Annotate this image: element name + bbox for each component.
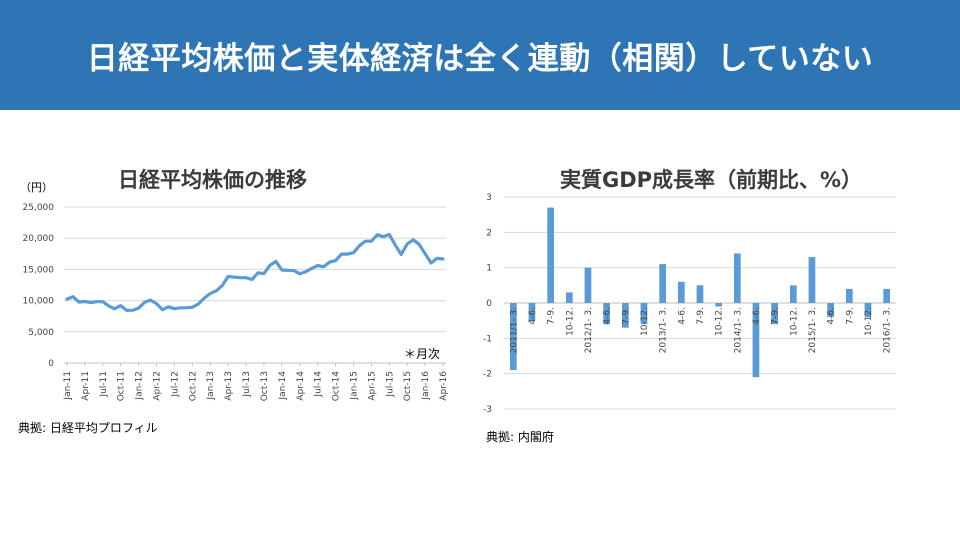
x-category-label: 4-6. xyxy=(752,307,762,325)
bar xyxy=(547,207,554,303)
bar xyxy=(790,285,797,303)
y-tick-label: 0 xyxy=(486,299,492,309)
x-category-label: 2016/1- 3. xyxy=(883,307,893,353)
y-tick-label: 25,000 xyxy=(23,203,55,213)
x-tick-label: Oct-13 xyxy=(260,371,270,401)
bar xyxy=(771,303,778,325)
bar xyxy=(640,303,648,325)
x-category-label: 10-12. xyxy=(640,307,650,336)
y-tick-label: 15,000 xyxy=(23,265,55,275)
bar xyxy=(566,292,573,303)
bar xyxy=(510,303,517,371)
right-chart-title: 実質GDP成長率（前期比、%） xyxy=(560,168,863,192)
x-tick-label: Jan-16 xyxy=(421,371,431,401)
bar xyxy=(603,303,610,325)
x-tick-label: Apr-15 xyxy=(367,371,377,401)
x-category-label: 7-9. xyxy=(621,307,631,325)
y-tick-label: 10,000 xyxy=(23,297,55,307)
x-tick-label: Jul-11 xyxy=(99,371,109,398)
x-tick-label: Jan-12 xyxy=(135,371,145,401)
x-tick-label: Oct-11 xyxy=(117,371,127,401)
x-category-label: 2012/1- 3. xyxy=(584,307,594,353)
y-tick-label: 5,000 xyxy=(28,328,54,338)
bar xyxy=(622,303,629,328)
left-chart-note: ＊月次 xyxy=(404,347,441,361)
x-tick-label: Oct-15 xyxy=(403,371,413,401)
y-tick-label: 1 xyxy=(486,264,492,274)
title-banner: 日経平均株価と実体経済は全く連動（相関）していない xyxy=(0,0,960,110)
bar xyxy=(696,285,704,303)
x-category-label: 10-12. xyxy=(864,307,874,336)
slide-title: 日経平均株価と実体経済は全く連動（相関）していない xyxy=(86,41,874,77)
x-category-label: 4-6. xyxy=(827,307,837,325)
series-line xyxy=(65,232,445,312)
bar xyxy=(864,303,872,318)
y-tick-label: 20,000 xyxy=(23,234,55,244)
bar xyxy=(734,253,741,303)
x-tick-label: Apr-14 xyxy=(296,371,306,401)
x-category-label: 2014/1- 3. xyxy=(733,307,743,353)
left-chart-source: 典拠: 日経平均プロフィル xyxy=(18,421,158,435)
x-tick-label: Jul-15 xyxy=(385,371,395,398)
y-tick-label: 0 xyxy=(48,359,54,369)
x-tick-label: Oct-12 xyxy=(188,371,198,401)
bar xyxy=(752,303,760,378)
x-category-label: 2015/1- 3. xyxy=(808,307,818,353)
x-tick-label: Apr-13 xyxy=(224,371,234,401)
x-tick-label: Jul-14 xyxy=(314,371,324,398)
bar xyxy=(827,303,834,318)
x-tick-label: Apr-11 xyxy=(81,371,91,401)
x-tick-label: Apr-16 xyxy=(439,371,449,401)
bar xyxy=(659,264,666,303)
y-tick-label: -2 xyxy=(483,370,492,380)
y-tick-label: 2 xyxy=(486,228,492,238)
x-tick-label: Jul-12 xyxy=(170,371,180,398)
x-category-label: 4-6. xyxy=(603,307,613,325)
x-tick-label: Oct-14 xyxy=(332,371,342,402)
x-tick-label: Apr-12 xyxy=(153,371,163,401)
x-category-label: 4-6. xyxy=(677,307,687,325)
x-tick-label: Jan-11 xyxy=(63,371,73,401)
bar xyxy=(846,288,853,303)
x-tick-label: Jul-13 xyxy=(242,371,252,398)
x-tick-label: Jan-15 xyxy=(349,371,359,401)
bar xyxy=(584,267,592,303)
x-category-label: 7-9. xyxy=(547,307,557,325)
x-category-label: 7-9. xyxy=(771,307,781,325)
x-category-label: 10-12. xyxy=(789,307,799,336)
right-chart-source: 典拠: 内閣府 xyxy=(486,430,554,444)
bar xyxy=(715,303,722,307)
y-tick-label: 3 xyxy=(486,193,492,203)
x-tick-label: Jan-13 xyxy=(206,371,216,401)
x-category-label: 4-6. xyxy=(528,307,538,325)
x-tick-label: Jan-14 xyxy=(278,371,288,401)
x-category-label: 10-12. xyxy=(715,307,725,336)
left-unit-label: （円） xyxy=(20,181,53,194)
bar xyxy=(528,303,536,321)
x-category-label: 10-12. xyxy=(565,307,575,336)
bar xyxy=(883,288,890,303)
x-category-label: 2013/1- 3. xyxy=(659,307,669,353)
x-category-label: 2011/1- 3. xyxy=(509,307,519,353)
x-category-label: 7-9. xyxy=(845,307,855,325)
y-tick-label: -3 xyxy=(483,405,492,415)
left-chart-title: 日経平均株価の推移 xyxy=(118,168,307,192)
y-tick-label: -1 xyxy=(483,334,492,344)
bar xyxy=(808,257,816,303)
bar xyxy=(678,281,685,303)
x-category-label: 7-9. xyxy=(696,307,706,325)
